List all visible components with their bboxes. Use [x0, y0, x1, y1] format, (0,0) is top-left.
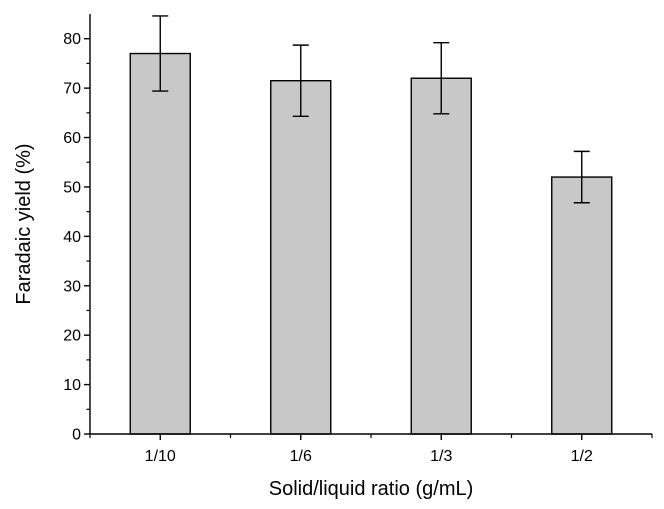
error-bars-layer — [152, 15, 590, 204]
x-ticks-layer: 1/10 1/6 1/3 1/2 — [89, 434, 653, 465]
x-tick-label: 1/2 — [571, 448, 593, 465]
bars-layer — [129, 52, 613, 435]
x-axis-title: Solid/liquid ratio (g/mL) — [269, 478, 474, 500]
y-tick-label: 40 — [63, 229, 81, 246]
y-tick-label: 70 — [63, 81, 81, 98]
y-axis-title: Faradaic yield (%) — [13, 143, 35, 304]
y-tick-label: 60 — [63, 130, 81, 147]
bar-1 — [129, 52, 191, 435]
y-tick-label: 0 — [72, 427, 81, 444]
y-tick-label: 10 — [63, 377, 81, 394]
x-tick-label: 1/3 — [430, 448, 452, 465]
bar-3 — [410, 77, 472, 435]
x-tick-label: 1/10 — [145, 448, 176, 465]
bar-4 — [551, 176, 613, 435]
bar-2 — [270, 80, 332, 435]
x-tick-label: 1/6 — [290, 448, 312, 465]
error-bar-1 — [152, 15, 169, 92]
y-tick-label: 20 — [63, 328, 81, 345]
error-bar-2 — [292, 44, 309, 117]
y-ticks-layer: 0 10 20 30 40 50 60 70 80 — [63, 31, 90, 444]
error-bar-3 — [433, 41, 450, 115]
y-tick-label: 50 — [63, 179, 81, 196]
y-tick-label: 80 — [63, 31, 81, 48]
y-tick-label: 30 — [63, 278, 81, 295]
error-bar-4 — [573, 150, 590, 204]
